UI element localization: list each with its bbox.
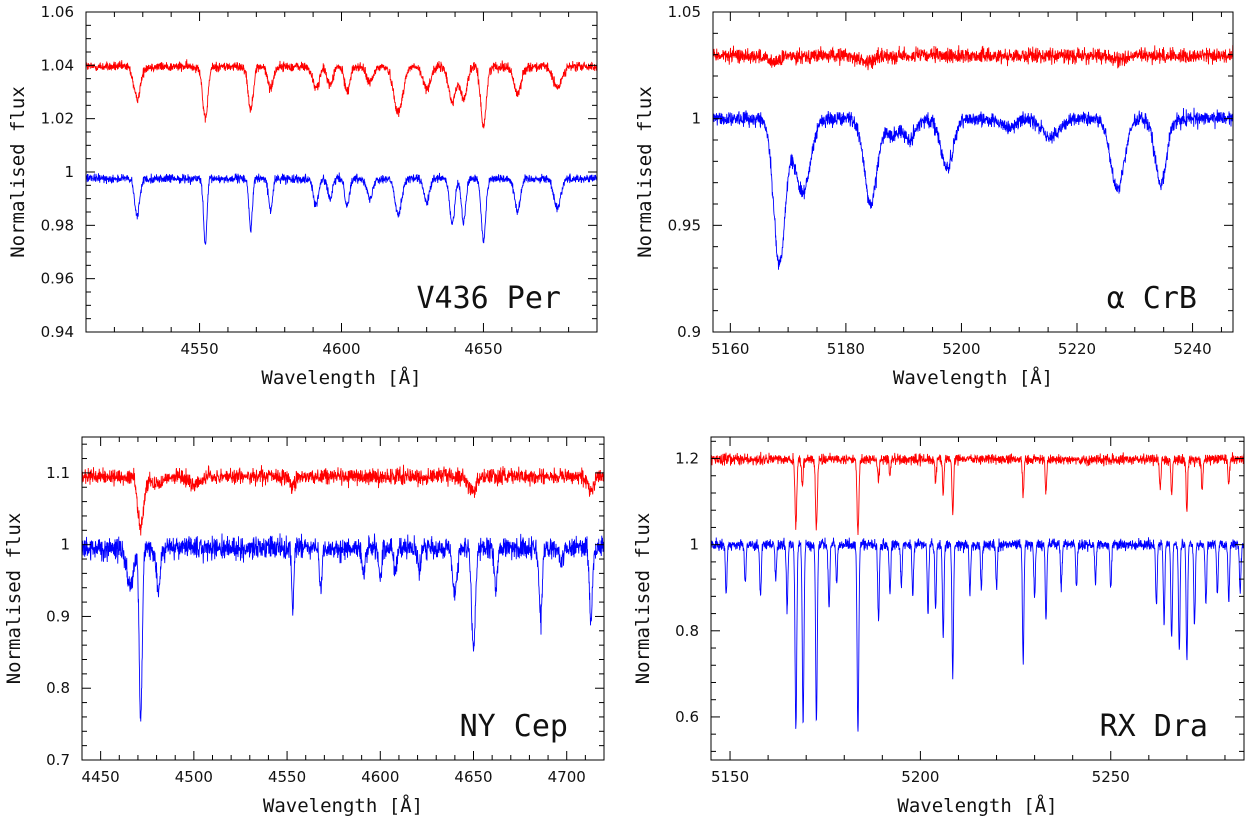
y-tick-label: 0.8 xyxy=(675,622,699,640)
spectrum-line-blue xyxy=(82,533,604,722)
y-axis-label: Normalised flux xyxy=(632,513,654,685)
x-tick-label: 5220 xyxy=(1058,340,1096,358)
plot-frame xyxy=(710,436,1245,761)
x-axis-label: Wavelength [Å] xyxy=(893,366,1053,389)
x-tick-label: 4600 xyxy=(322,340,360,358)
x-axis-label: Wavelength [Å] xyxy=(897,794,1057,817)
y-axis-label: Normalised flux xyxy=(7,86,29,258)
x-tick-label: 5160 xyxy=(711,340,749,358)
y-tick-label: 0.7 xyxy=(46,751,70,769)
spectrum-line-blue xyxy=(86,172,597,245)
y-tick-label: 1 xyxy=(60,536,70,554)
y-tick-label: 1.2 xyxy=(675,450,699,468)
y-tick-label: 0.9 xyxy=(677,323,701,341)
spectrum-line-blue xyxy=(713,107,1233,270)
chart-panel-1: 4550 4600 4650 0.94 0.96 0.98 1 1.02 1.04 1.06 Wav… xyxy=(7,3,598,389)
x-tick-label: 5180 xyxy=(827,340,865,358)
star-name-label: NY Cep xyxy=(460,709,568,744)
y-tick-label: 1 xyxy=(64,163,74,181)
y-tick-label: 1.06 xyxy=(41,3,74,21)
y-axis-label: Normalised flux xyxy=(634,86,656,258)
spectrum-line-red xyxy=(82,464,604,536)
star-name-label: RX Dra xyxy=(1100,709,1208,744)
chart-panel-3: 4450 4500 4550 4600 4650 4700 0.7 0.8 0.9 1 1.1 Wav… xyxy=(3,436,605,817)
spectrum-line-red xyxy=(711,451,1244,535)
x-tick-label: 5240 xyxy=(1173,340,1211,358)
x-tick-label: 5250 xyxy=(1092,768,1130,786)
x-tick-label: 5150 xyxy=(711,768,749,786)
y-tick-label: 1.02 xyxy=(41,110,74,128)
y-tick-label: 1.05 xyxy=(668,3,701,21)
x-tick-label: 4500 xyxy=(175,768,213,786)
x-tick-label: 4650 xyxy=(464,340,502,358)
x-axis-label: Wavelength [Å] xyxy=(263,794,423,817)
y-tick-label: 1.1 xyxy=(46,464,70,482)
y-tick-label: 1.04 xyxy=(41,56,74,74)
x-axis-label: Wavelength [Å] xyxy=(261,366,421,389)
chart-panel-2: 5160 5180 5200 5220 5240 0.9 0.95 1 1.05 Waveleng… xyxy=(634,3,1234,389)
y-tick-label: 1 xyxy=(689,536,699,554)
x-tick-label: 4450 xyxy=(82,768,120,786)
x-tick-label: 4600 xyxy=(361,768,399,786)
spectrum-line-red xyxy=(86,59,597,129)
spectrum-line-blue xyxy=(711,537,1244,732)
star-name-label: V436 Per xyxy=(417,281,562,316)
y-tick-label: 0.9 xyxy=(46,607,70,625)
x-tick-label: 4700 xyxy=(548,768,586,786)
y-tick-label: 0.8 xyxy=(46,679,70,697)
y-tick-label: 1 xyxy=(691,110,701,128)
spectrum-line-red xyxy=(713,45,1233,71)
x-tick-label: 4650 xyxy=(454,768,492,786)
x-tick-label: 4550 xyxy=(268,768,306,786)
y-axis-label: Normalised flux xyxy=(3,513,25,685)
y-tick-label: 0.95 xyxy=(668,216,701,234)
chart-panel-4: 5150 5200 5250 0.6 0.8 1 1.2 Wavelength [Å] Norm… xyxy=(632,436,1245,817)
x-tick-label: 5200 xyxy=(901,768,939,786)
y-tick-label: 0.98 xyxy=(41,216,74,234)
x-tick-label: 5200 xyxy=(942,340,980,358)
y-tick-label: 0.6 xyxy=(675,708,699,726)
plot-frame xyxy=(712,11,1234,333)
y-tick-label: 0.94 xyxy=(41,323,74,341)
y-tick-label: 0.96 xyxy=(41,270,74,288)
x-tick-label: 4550 xyxy=(180,340,218,358)
star-name-label: α CrB xyxy=(1107,281,1197,316)
